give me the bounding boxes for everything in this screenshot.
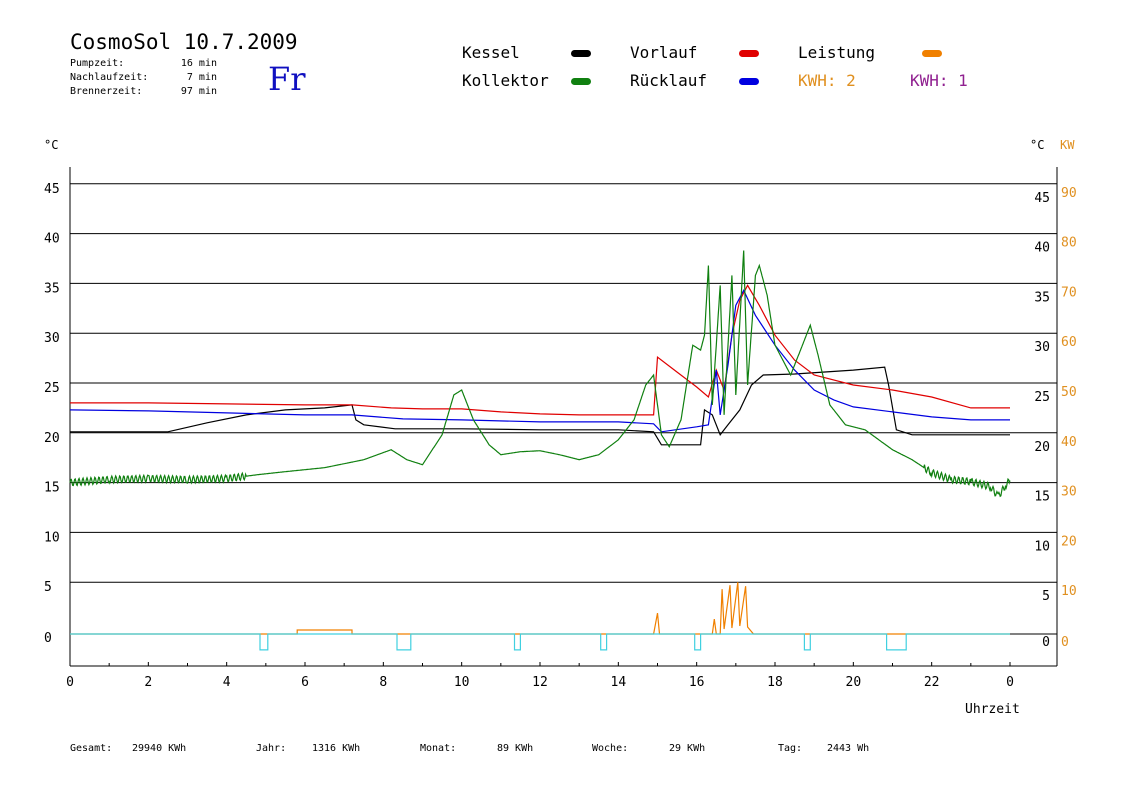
x-axis-label: Uhrzeit	[965, 702, 1020, 717]
legend-ruecklauf-swatch	[739, 78, 759, 85]
footer-jahr-value: 1316 KWh	[312, 743, 361, 754]
legend-kwh-2: KWH: 2	[798, 71, 856, 90]
footer-monat-label: Monat:	[420, 743, 457, 754]
x-tick-label: 18	[767, 675, 783, 690]
legend-kessel-swatch	[571, 50, 591, 57]
y-left-tick-label: 40	[44, 232, 60, 247]
y-kw-tick-label: 50	[1061, 385, 1077, 400]
series-vorlauf	[70, 284, 1010, 416]
footer-gesamt-label: Gesamt:	[70, 743, 113, 754]
y-left-tick-label: 35	[44, 281, 60, 296]
legend-leistung-swatch	[922, 50, 942, 57]
y-right-tick-label: 5	[1042, 589, 1050, 604]
y-right-tick-label: 0	[1042, 635, 1050, 650]
footer-tag-value: 2443 Wh	[827, 743, 870, 754]
x-tick-label: 6	[301, 675, 309, 690]
y-kw-tick-label: 60	[1061, 335, 1077, 350]
legend-vorlauf-label: Vorlauf	[630, 43, 698, 62]
footer-jahr-label: Jahr:	[256, 743, 287, 754]
y-right-tick-label: 35	[1034, 290, 1050, 305]
pumpzeit-label: Pumpzeit:	[70, 58, 125, 69]
chart-title: CosmoSol 10.7.2009	[70, 30, 298, 54]
y-right-tick-label: 10	[1034, 539, 1050, 554]
y-kw-tick-label: 40	[1061, 435, 1077, 450]
chart-series	[69, 250, 1011, 651]
x-tick-label: 2	[144, 675, 152, 690]
y-left-tick-label: 45	[44, 182, 60, 197]
y-right-tick-label: 15	[1034, 490, 1050, 505]
series-ruecklauf	[69, 289, 1010, 433]
x-tick-label: 20	[846, 675, 862, 690]
legend-kollektor-swatch	[571, 78, 591, 85]
series-pumpe	[70, 633, 1010, 651]
y-kw-tick-label: 30	[1061, 485, 1077, 500]
y-left-tick-label: 10	[44, 530, 60, 545]
y-right-tick-label: 20	[1034, 440, 1050, 455]
y-left-tick-label: 20	[44, 431, 60, 446]
x-tick-label: 0	[1006, 675, 1014, 690]
x-tick-label: 14	[611, 675, 627, 690]
y-right-tick-label: 30	[1034, 340, 1050, 355]
x-tick-label: 12	[532, 675, 548, 690]
x-tick-label: 4	[223, 675, 231, 690]
weekday-label: Fr	[268, 60, 306, 98]
left-axis-unit: °C	[44, 138, 59, 152]
legend-kwh-1: KWH: 1	[910, 71, 968, 90]
x-tick-label: 10	[454, 675, 470, 690]
y-left-tick-label: 15	[44, 481, 60, 496]
y-kw-tick-label: 70	[1061, 285, 1077, 300]
x-tick-label: 0	[66, 675, 74, 690]
brennerzeit-label: Brennerzeit:	[70, 86, 143, 97]
legend-leistung-label: Leistung	[798, 43, 876, 62]
footer-woche-value: 29 KWh	[669, 743, 706, 754]
y-right-tick-label: 45	[1034, 191, 1050, 206]
y-right-tick-label: 25	[1034, 390, 1050, 405]
legend-ruecklauf-label: Rücklauf	[630, 71, 708, 90]
footer-gesamt-value: 29940 KWh	[132, 743, 187, 754]
x-tick-label: 22	[924, 675, 940, 690]
y-kw-tick-label: 90	[1061, 186, 1077, 201]
legend-kollektor-label: Kollektor	[462, 71, 549, 90]
right-axis-unit-celsius: °C	[1030, 138, 1045, 152]
y-kw-tick-label: 0	[1061, 635, 1069, 650]
right-axis-unit-kw: KW	[1060, 138, 1075, 152]
footer-monat-value: 89 KWh	[497, 743, 534, 754]
y-left-tick-label: 25	[44, 381, 60, 396]
footer-tag-label: Tag:	[778, 743, 803, 754]
y-left-tick-label: 0	[44, 631, 52, 646]
y-right-tick-label: 40	[1034, 241, 1050, 256]
series-kessel	[70, 366, 1010, 446]
legend-kessel-label: Kessel	[462, 43, 520, 62]
series-leistung	[70, 582, 1010, 635]
y-kw-tick-label: 20	[1061, 534, 1077, 549]
y-kw-tick-label: 10	[1061, 584, 1077, 599]
axis-ticks: 0510152025303540450510152025303540450102…	[44, 182, 1077, 690]
y-left-tick-label: 5	[44, 580, 52, 595]
pumpzeit-value: 16 min	[180, 58, 217, 69]
legend-vorlauf-swatch	[739, 50, 759, 57]
y-left-tick-label: 30	[44, 331, 60, 346]
grid-lines	[69, 167, 1058, 667]
x-tick-label: 16	[689, 675, 705, 690]
nachlaufzeit-label: Nachlaufzeit:	[70, 72, 149, 83]
brennerzeit-value: 97 min	[180, 86, 217, 97]
y-kw-tick-label: 80	[1061, 236, 1077, 251]
series-kollektor	[69, 250, 1011, 498]
x-tick-label: 8	[379, 675, 387, 690]
footer-woche-label: Woche:	[592, 743, 629, 754]
nachlaufzeit-value: 7 min	[186, 72, 217, 83]
